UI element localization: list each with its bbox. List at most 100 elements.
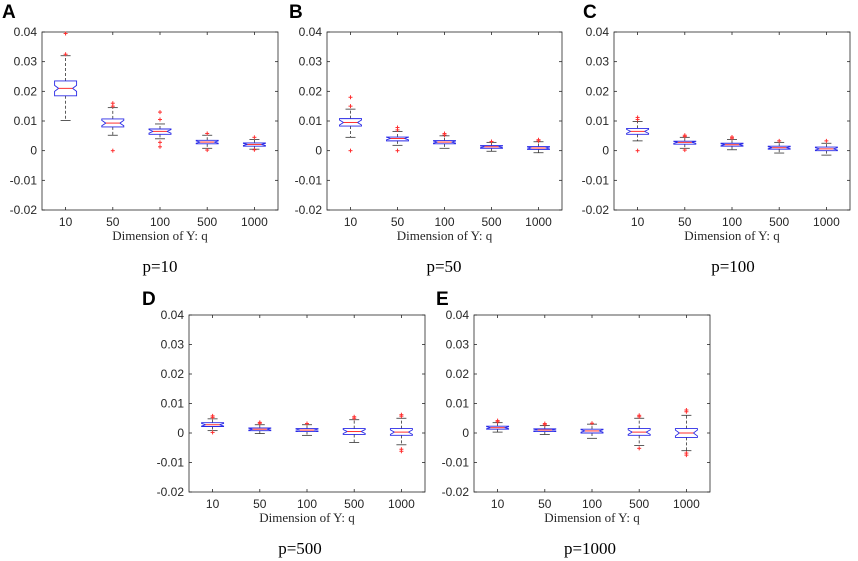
outlier-point bbox=[777, 138, 782, 143]
box-body bbox=[627, 428, 651, 436]
box-body bbox=[342, 428, 366, 435]
outlier-point bbox=[635, 148, 640, 153]
box-body bbox=[580, 428, 604, 434]
y-tick-label: 0.03 bbox=[446, 338, 470, 352]
box-100 bbox=[580, 421, 604, 439]
outlier-point bbox=[158, 110, 162, 115]
outlier-point bbox=[210, 430, 215, 435]
y-tick-label: 0.01 bbox=[446, 397, 470, 411]
box-50 bbox=[386, 125, 409, 153]
y-tick-label: 0.03 bbox=[14, 55, 38, 69]
x-axis-label: Dimension of Y: q bbox=[684, 228, 780, 243]
x-tick-label: 10 bbox=[631, 215, 645, 229]
box-1000 bbox=[674, 407, 698, 458]
outlier-point bbox=[682, 148, 687, 153]
panel-caption: p=1000 bbox=[564, 539, 616, 558]
panel-letter: C bbox=[583, 2, 597, 23]
outlier-point bbox=[252, 147, 257, 152]
panel-caption: p=50 bbox=[426, 257, 461, 276]
outlier-point bbox=[348, 95, 353, 100]
outlier-point bbox=[210, 413, 215, 418]
outlier-point bbox=[395, 125, 400, 130]
box-body bbox=[527, 146, 550, 150]
y-tick-label: 0.02 bbox=[14, 84, 38, 98]
y-tick-label: 0.03 bbox=[161, 338, 185, 352]
x-tick-label: 10 bbox=[491, 497, 505, 511]
box-body bbox=[674, 428, 698, 438]
y-tick-label: 0.03 bbox=[586, 55, 610, 69]
y-tick-label: 0 bbox=[602, 144, 609, 158]
box-body bbox=[54, 80, 78, 97]
box-50 bbox=[533, 421, 557, 435]
box-body bbox=[148, 128, 172, 135]
y-tick-label: 0.04 bbox=[299, 25, 323, 39]
y-tick-label: -0.01 bbox=[157, 456, 185, 470]
outlier-point bbox=[542, 421, 547, 426]
outlier-point bbox=[590, 421, 594, 426]
panel-letter: E bbox=[436, 289, 449, 310]
outlier-point bbox=[489, 139, 494, 144]
y-tick-label: 0.04 bbox=[14, 25, 38, 39]
outlier-point bbox=[684, 453, 689, 458]
y-tick-label: 0.01 bbox=[299, 114, 323, 128]
box-10 bbox=[54, 31, 78, 121]
x-tick-label: 10 bbox=[59, 215, 73, 229]
box-body bbox=[533, 428, 557, 432]
outlier-point bbox=[252, 135, 257, 140]
box-body bbox=[720, 142, 744, 147]
x-tick-label: 100 bbox=[582, 497, 602, 511]
y-tick-label: -0.02 bbox=[10, 203, 38, 217]
box-100 bbox=[148, 110, 172, 149]
y-tick-label: 0.02 bbox=[446, 367, 470, 381]
box-10 bbox=[339, 95, 362, 153]
outlier-point bbox=[205, 148, 210, 153]
box-body bbox=[195, 139, 219, 145]
outlier-point bbox=[637, 413, 642, 418]
box-500 bbox=[480, 139, 503, 152]
x-tick-label: 1000 bbox=[673, 497, 700, 511]
outlier-point bbox=[399, 449, 404, 454]
outlier-point bbox=[395, 148, 400, 153]
x-tick-label: 50 bbox=[391, 215, 405, 229]
x-tick-label: 10 bbox=[206, 497, 220, 511]
y-tick-label: -0.01 bbox=[442, 456, 470, 470]
x-tick-label: 50 bbox=[253, 497, 267, 511]
x-tick-label: 1000 bbox=[813, 215, 840, 229]
outlier-point bbox=[730, 135, 734, 140]
panel-c: -0.02 -0.01 0 0.01 0.02 0.03 0.04 10 50 100 500 100… bbox=[582, 2, 851, 276]
x-tick-label: 1000 bbox=[388, 497, 415, 511]
box-body bbox=[480, 145, 503, 149]
x-tick-label: 50 bbox=[106, 215, 120, 229]
outlier-point bbox=[110, 148, 115, 153]
box-500 bbox=[195, 131, 219, 153]
x-tick-label: 500 bbox=[769, 215, 789, 229]
box-body bbox=[433, 140, 456, 145]
box-1000 bbox=[527, 137, 550, 154]
outlier-point bbox=[63, 31, 68, 36]
y-tick-label: 0.01 bbox=[161, 397, 185, 411]
x-axis-label: Dimension of Y: q bbox=[397, 228, 493, 243]
outlier-point bbox=[305, 421, 309, 426]
box-body bbox=[339, 118, 362, 127]
axes-frame bbox=[326, 31, 563, 211]
x-tick-label: 100 bbox=[434, 215, 454, 229]
outlier-point bbox=[635, 115, 640, 120]
box-body bbox=[767, 145, 791, 150]
y-tick-label: 0.02 bbox=[161, 367, 185, 381]
box-500 bbox=[342, 414, 366, 443]
x-axis-label: Dimension of Y: q bbox=[259, 510, 355, 525]
x-tick-label: 10 bbox=[344, 215, 358, 229]
y-tick-label: -0.02 bbox=[442, 485, 470, 499]
y-tick-label: -0.02 bbox=[582, 203, 610, 217]
outlier-point bbox=[63, 52, 68, 57]
y-tick-label: 0 bbox=[315, 144, 322, 158]
x-tick-label: 100 bbox=[297, 497, 317, 511]
box-body bbox=[201, 422, 225, 427]
y-tick-label: 0 bbox=[30, 144, 37, 158]
outlier-point bbox=[824, 138, 829, 143]
y-tick-label: 0.01 bbox=[14, 114, 38, 128]
box-10 bbox=[201, 413, 225, 435]
box-10 bbox=[486, 418, 510, 433]
outlier-point bbox=[442, 131, 447, 136]
axes-frame bbox=[473, 314, 711, 493]
